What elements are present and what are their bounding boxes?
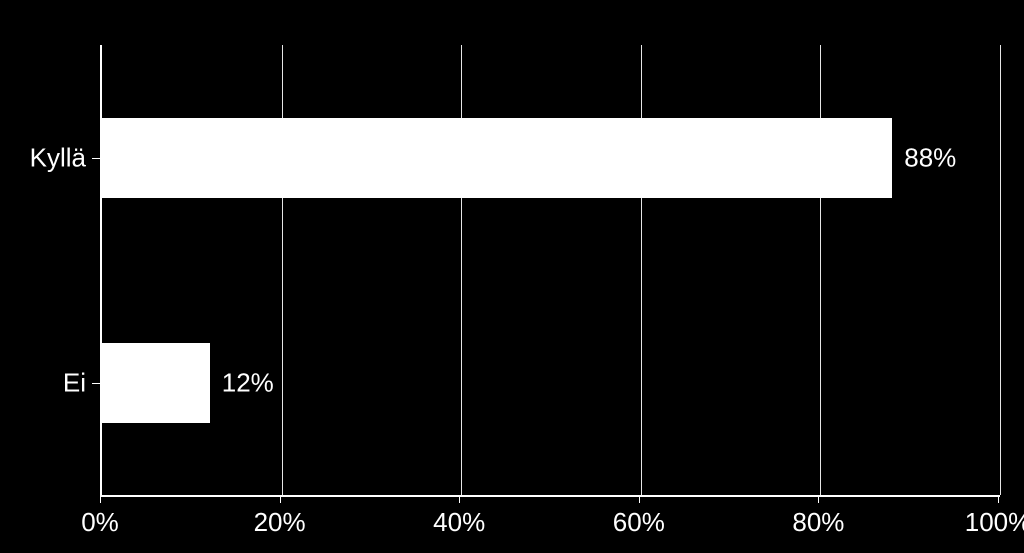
x-tick [280,495,281,503]
x-tick [818,495,819,503]
gridline [641,45,642,495]
x-tick [459,495,460,503]
bar-value-label: 88% [904,142,956,173]
x-tick-label: 100% [965,507,1024,538]
x-tick-label: 60% [613,507,665,538]
category-label: Ei [63,367,86,398]
bar [102,343,210,423]
x-tick-label: 20% [254,507,306,538]
x-tick-label: 0% [81,507,119,538]
y-tick [92,158,100,159]
plot-area [100,45,1000,497]
gridline [820,45,821,495]
bar-value-label: 12% [222,367,274,398]
bar [102,118,892,198]
x-tick [998,495,999,503]
gridline [1000,45,1001,495]
y-tick [92,383,100,384]
x-tick [639,495,640,503]
category-label: Kyllä [30,142,86,173]
gridline [461,45,462,495]
x-tick-label: 40% [433,507,485,538]
gridline [282,45,283,495]
x-tick-label: 80% [792,507,844,538]
bar-chart: 0% 20% 40% 60% 80% 100% Kyllä 88% Ei 12% [0,0,1024,553]
x-tick [100,495,101,503]
